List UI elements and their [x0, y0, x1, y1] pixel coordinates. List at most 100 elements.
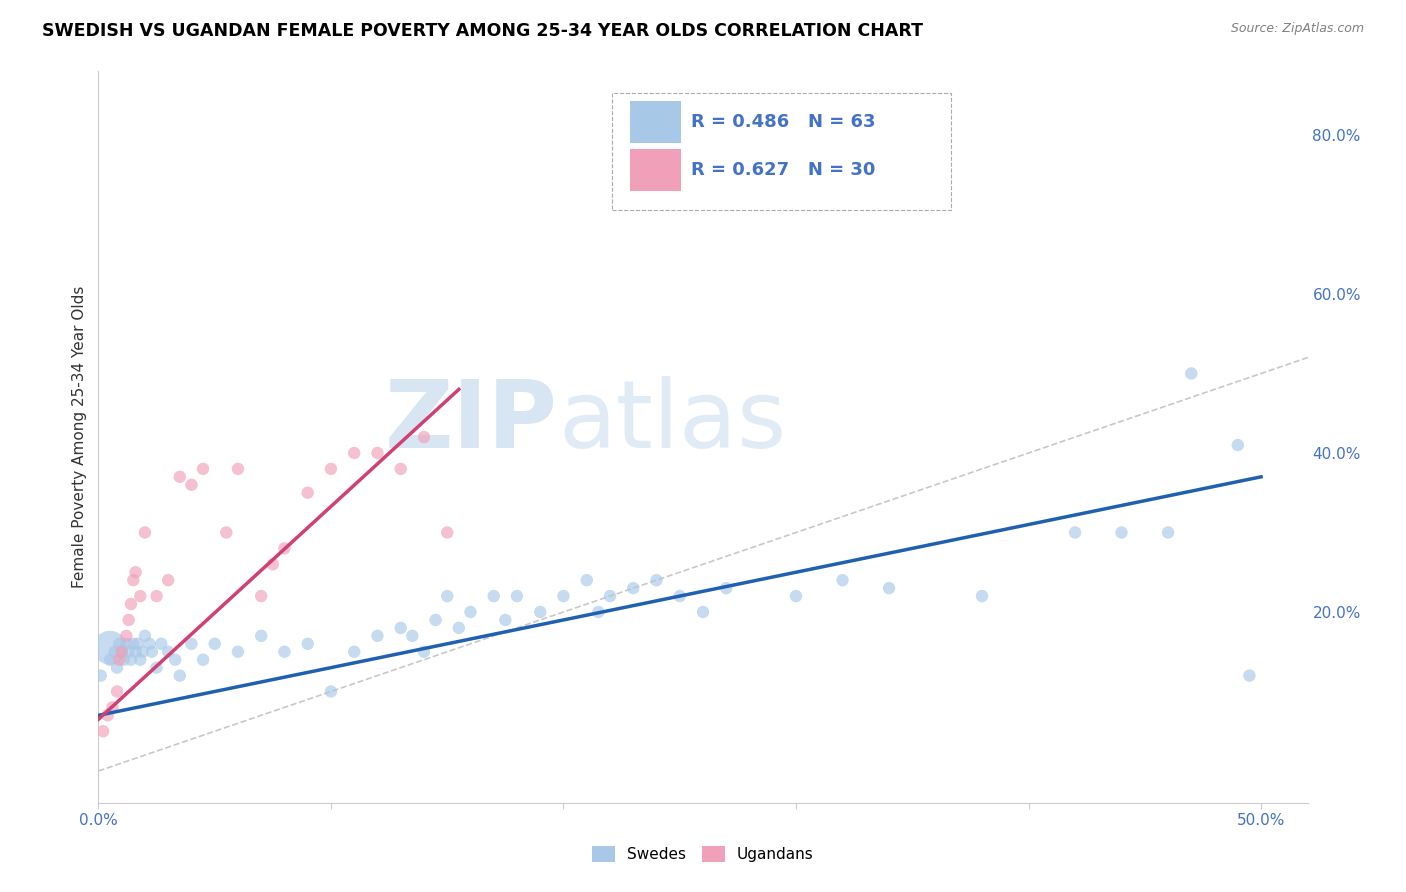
Point: [250, 629, 273, 643]
Point: [389, 621, 412, 635]
FancyBboxPatch shape: [630, 101, 682, 144]
Point: [319, 462, 342, 476]
Point: [1157, 525, 1180, 540]
Point: [970, 589, 993, 603]
FancyBboxPatch shape: [613, 94, 950, 211]
Point: [129, 653, 152, 667]
Point: [575, 573, 598, 587]
Point: [425, 613, 447, 627]
Point: [180, 637, 202, 651]
Point: [668, 589, 690, 603]
Point: [127, 637, 149, 651]
Point: [165, 653, 187, 667]
Point: [343, 645, 366, 659]
Point: [191, 653, 214, 667]
Point: [104, 645, 127, 659]
Point: [157, 645, 180, 659]
Point: [98, 640, 121, 655]
Point: [436, 589, 458, 603]
Point: [105, 684, 128, 698]
Point: [413, 645, 436, 659]
Point: [1239, 668, 1261, 682]
Point: [204, 637, 226, 651]
Point: [226, 462, 249, 476]
Point: [716, 581, 738, 595]
Point: [599, 589, 621, 603]
Point: [111, 645, 134, 659]
Y-axis label: Female Poverty Among 25-34 Year Olds: Female Poverty Among 25-34 Year Olds: [72, 286, 87, 588]
Text: atlas: atlas: [558, 376, 786, 468]
Point: [692, 605, 714, 619]
Point: [131, 645, 153, 659]
Point: [297, 485, 319, 500]
Point: [141, 645, 163, 659]
Text: Source: ZipAtlas.com: Source: ZipAtlas.com: [1230, 22, 1364, 36]
Point: [343, 446, 366, 460]
Point: [124, 566, 146, 580]
Point: [120, 653, 142, 667]
Point: [831, 573, 853, 587]
Point: [122, 637, 145, 651]
Point: [97, 708, 120, 723]
Text: R = 0.486   N = 63: R = 0.486 N = 63: [690, 113, 876, 131]
Point: [506, 589, 529, 603]
Text: ZIP: ZIP: [385, 376, 558, 468]
Text: SWEDISH VS UGANDAN FEMALE POVERTY AMONG 25-34 YEAR OLDS CORRELATION CHART: SWEDISH VS UGANDAN FEMALE POVERTY AMONG …: [42, 22, 924, 40]
Point: [436, 525, 458, 540]
Point: [273, 541, 295, 556]
Point: [134, 525, 156, 540]
Point: [366, 629, 388, 643]
Point: [91, 724, 114, 739]
Point: [118, 613, 141, 627]
Point: [108, 637, 131, 651]
Point: [319, 684, 342, 698]
Point: [785, 589, 807, 603]
Point: [1226, 438, 1249, 452]
Point: [401, 629, 423, 643]
Point: [101, 700, 124, 714]
Point: [118, 645, 141, 659]
Point: [262, 558, 284, 572]
Point: [180, 477, 202, 491]
Point: [621, 581, 644, 595]
Point: [124, 645, 146, 659]
Point: [169, 470, 191, 484]
Point: [169, 668, 191, 682]
Point: [90, 668, 112, 682]
Point: [1180, 367, 1202, 381]
Point: [145, 660, 167, 674]
Point: [98, 653, 121, 667]
Point: [273, 645, 295, 659]
Point: [112, 653, 135, 667]
Point: [447, 621, 470, 635]
Point: [460, 605, 482, 619]
Point: [250, 589, 273, 603]
Point: [1064, 525, 1087, 540]
Point: [553, 589, 575, 603]
Point: [134, 629, 156, 643]
Point: [115, 629, 138, 643]
Point: [482, 589, 505, 603]
Point: [366, 446, 388, 460]
Point: [105, 660, 128, 674]
Point: [115, 637, 138, 651]
Point: [529, 605, 551, 619]
Point: [215, 525, 238, 540]
Point: [129, 589, 152, 603]
Point: [297, 637, 319, 651]
Point: [389, 462, 412, 476]
Point: [120, 597, 142, 611]
Point: [494, 613, 516, 627]
Point: [122, 573, 145, 587]
Point: [588, 605, 610, 619]
Point: [877, 581, 900, 595]
Point: [150, 637, 173, 651]
Point: [645, 573, 668, 587]
Point: [111, 645, 134, 659]
Point: [108, 653, 131, 667]
Point: [226, 645, 249, 659]
Point: [145, 589, 167, 603]
Point: [191, 462, 214, 476]
Point: [1111, 525, 1133, 540]
Point: [138, 637, 160, 651]
